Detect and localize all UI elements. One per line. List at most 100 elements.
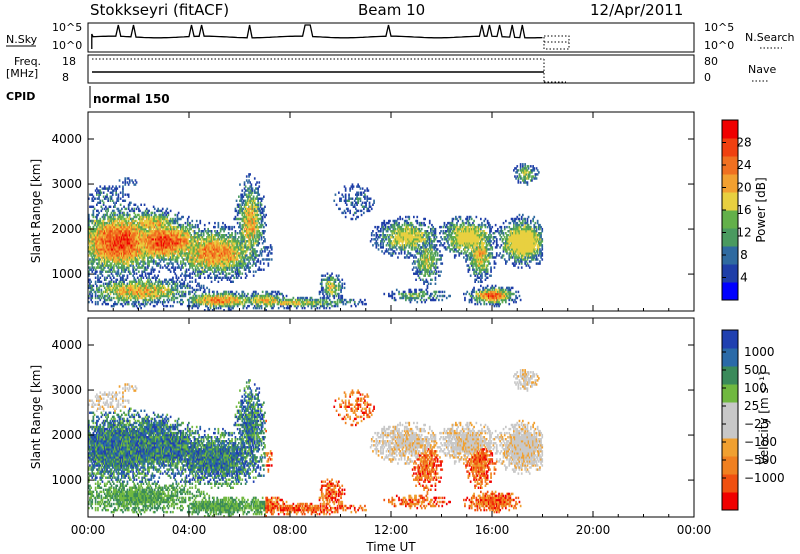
power-cell (249, 252, 251, 255)
power-cell (110, 252, 113, 255)
power-cell (201, 256, 204, 259)
power-cell (251, 207, 254, 211)
power-cell (211, 236, 214, 239)
power-cell (192, 244, 195, 247)
power-cell (200, 264, 203, 267)
power-cell (203, 290, 206, 294)
power-cell (251, 294, 254, 298)
power-cell (108, 248, 111, 251)
power-cell (106, 260, 108, 263)
power-cell (156, 290, 158, 294)
power-cell (213, 260, 215, 263)
power-cell (103, 294, 106, 298)
power-cell (224, 294, 226, 298)
power-cell (165, 236, 167, 239)
power-cell (90, 248, 92, 251)
power-cell (153, 236, 156, 239)
power-cell (170, 219, 173, 223)
power-cell (156, 236, 158, 239)
power-cell (197, 223, 199, 227)
power-cell (265, 290, 267, 294)
power-cell (253, 250, 256, 253)
power-cell (257, 225, 259, 229)
power-cell (214, 250, 216, 253)
power-cell (103, 264, 106, 267)
power-cell (186, 234, 189, 237)
power-cell (184, 221, 187, 225)
power-cell (160, 213, 163, 217)
power-cell (118, 256, 121, 259)
power-cell (163, 234, 165, 237)
power-cell (114, 300, 116, 304)
power-cell (215, 248, 217, 251)
power-cell (140, 223, 142, 227)
power-cell (152, 250, 155, 253)
power-cell (232, 254, 234, 257)
power-cell (199, 272, 202, 275)
power-cell (253, 232, 256, 235)
power-cell (143, 298, 146, 302)
power-cell (199, 254, 202, 257)
power-cell (248, 187, 250, 190)
power-cell (111, 270, 114, 273)
power-cell (228, 244, 231, 247)
power-cell (132, 244, 134, 247)
power-cell (115, 296, 117, 300)
power-cell (130, 292, 132, 296)
power-cell (195, 248, 198, 251)
power-cell (126, 225, 129, 229)
power-cell (90, 260, 92, 263)
power-cell (243, 256, 246, 259)
power-cell (193, 302, 196, 306)
power-cell (222, 262, 224, 265)
power-cell (163, 294, 165, 298)
power-cell (100, 238, 103, 241)
power-cell (235, 244, 238, 247)
power-cell (240, 207, 242, 211)
power-cell (132, 296, 134, 300)
power-cell (158, 217, 161, 221)
power-cell (236, 262, 239, 265)
power-cell (206, 238, 208, 241)
power-cell (248, 266, 250, 269)
power-cell (145, 250, 148, 253)
power-cell (170, 240, 173, 243)
power-cell (158, 288, 161, 292)
power-cell (241, 209, 244, 213)
power-cell (131, 227, 133, 231)
power-cell (219, 306, 222, 310)
power-cell (188, 223, 190, 227)
power-cell (90, 232, 92, 235)
power-cell (97, 296, 99, 300)
power-cell (119, 278, 122, 281)
power-cell (113, 223, 115, 227)
power-cell (117, 242, 120, 245)
power-cell (109, 215, 112, 219)
power-cell (109, 225, 112, 229)
power-cell (203, 246, 206, 249)
power-cell (100, 242, 103, 245)
power-cell (142, 227, 145, 231)
power-cell (238, 205, 240, 208)
power-cell (133, 288, 136, 292)
power-cell (217, 268, 220, 271)
power-cell (198, 230, 200, 233)
power-cell (88, 248, 90, 251)
power-cell (245, 300, 248, 304)
power-cell (152, 230, 155, 233)
power-cell (144, 294, 147, 298)
power-cell (110, 215, 113, 219)
power-cell (106, 286, 108, 290)
power-cell (192, 300, 195, 304)
power-cell (143, 211, 146, 215)
power-cell (110, 288, 113, 292)
power-cell (249, 256, 251, 259)
power-cell (116, 284, 119, 288)
power-cell (102, 246, 105, 249)
power-cell (99, 185, 102, 188)
power-cell (183, 294, 186, 298)
station-title: Stokkseyri (fitACF) (90, 1, 229, 19)
power-cell (117, 244, 120, 247)
power-cell (228, 248, 231, 251)
power-cell (184, 244, 187, 247)
